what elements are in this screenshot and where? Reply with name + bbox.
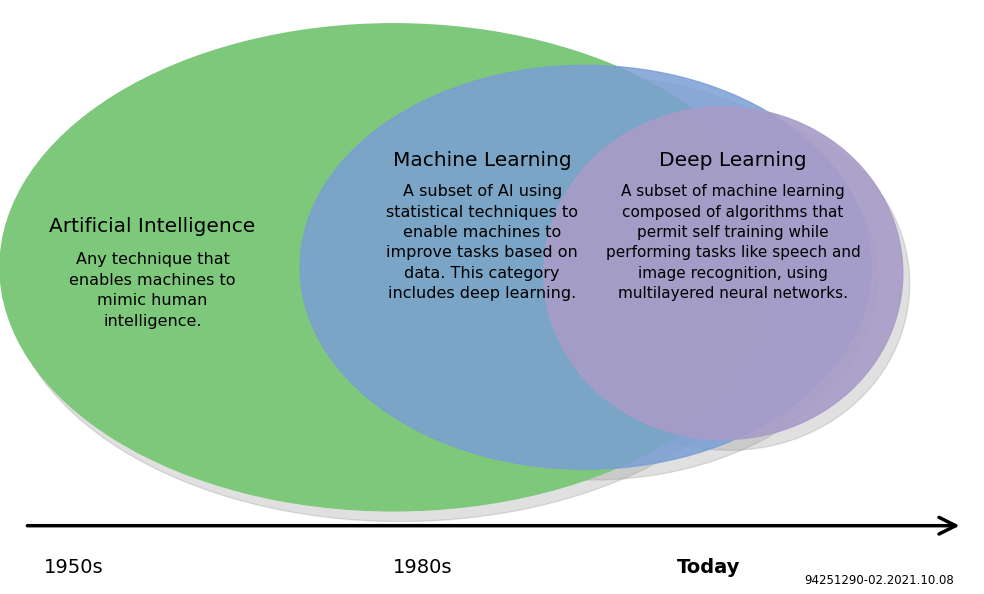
Text: A subset of AI using
statistical techniques to
enable machines to
improve tasks : A subset of AI using statistical techniq… <box>386 184 579 301</box>
Text: Any technique that
enables machines to
mimic human
intelligence.: Any technique that enables machines to m… <box>69 252 236 328</box>
Text: Today: Today <box>677 558 740 577</box>
Ellipse shape <box>307 76 878 480</box>
Ellipse shape <box>300 65 871 469</box>
Text: Machine Learning: Machine Learning <box>393 151 572 170</box>
Text: Deep Learning: Deep Learning <box>659 151 807 170</box>
Ellipse shape <box>0 24 787 511</box>
Text: 1980s: 1980s <box>394 558 453 577</box>
Text: A subset of machine learning
composed of algorithms that
permit self training wh: A subset of machine learning composed of… <box>606 184 860 301</box>
Text: Artificial Intelligence: Artificial Intelligence <box>49 217 256 236</box>
Text: 1950s: 1950s <box>44 558 103 577</box>
Ellipse shape <box>7 34 794 522</box>
Ellipse shape <box>551 118 910 450</box>
Text: 94251290-02.2021.10.08: 94251290-02.2021.10.08 <box>805 574 954 587</box>
FancyArrowPatch shape <box>28 517 955 534</box>
Ellipse shape <box>544 107 903 440</box>
